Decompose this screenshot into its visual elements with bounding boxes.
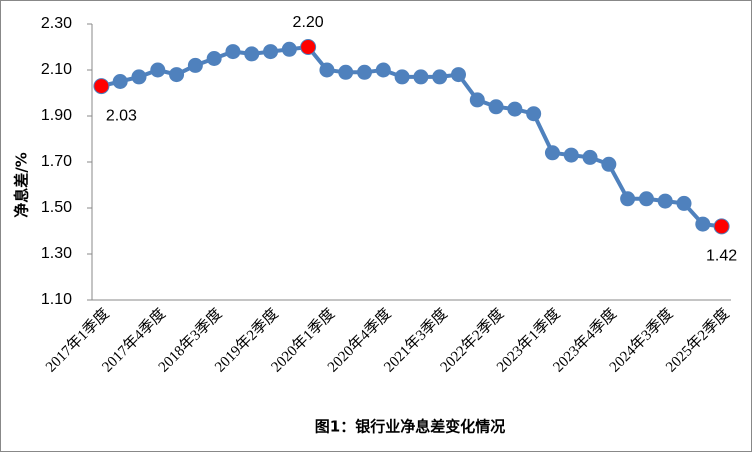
data-point <box>131 69 147 85</box>
data-point <box>300 39 317 55</box>
y-tick-label: 1.70 <box>41 153 72 170</box>
y-axis-label: 净息差/% <box>13 152 31 218</box>
data-point <box>676 195 692 211</box>
data-point <box>432 69 448 85</box>
data-label: 2.03 <box>106 107 137 124</box>
data-point <box>488 99 504 115</box>
data-point <box>507 101 523 117</box>
data-point <box>695 216 711 232</box>
y-tick-label: 1.50 <box>41 199 72 216</box>
data-point <box>582 149 598 165</box>
data-point <box>281 41 297 57</box>
y-tick-label: 1.90 <box>41 107 72 124</box>
data-point <box>413 69 429 85</box>
data-point <box>394 69 410 85</box>
y-tick-label: 1.10 <box>41 291 72 308</box>
data-point <box>526 106 542 122</box>
data-point <box>319 62 335 78</box>
data-point <box>450 67 466 83</box>
data-point <box>657 193 673 209</box>
y-tick-label: 1.30 <box>41 245 72 262</box>
data-point <box>338 64 354 80</box>
data-label: 2.20 <box>293 14 324 31</box>
data-point <box>544 145 560 161</box>
data-point <box>357 64 373 80</box>
data-point <box>150 62 166 78</box>
data-point <box>187 57 203 73</box>
data-label: 1.42 <box>706 248 737 265</box>
chart-title: 图1：银行业净息差变化情况 <box>315 418 505 436</box>
data-point <box>244 46 260 62</box>
data-point <box>93 78 110 95</box>
data-point <box>638 191 654 207</box>
data-point <box>601 156 617 172</box>
series-line <box>100 44 722 229</box>
data-point <box>206 51 222 66</box>
data-point <box>263 44 279 60</box>
data-point <box>563 147 579 163</box>
data-point <box>169 67 185 83</box>
data-point <box>469 92 485 108</box>
data-point <box>375 62 391 78</box>
data-point <box>112 74 128 89</box>
y-tick-label: 2.30 <box>41 15 72 32</box>
data-point <box>620 191 636 207</box>
data-point <box>713 218 730 235</box>
data-point <box>225 44 241 60</box>
y-tick-label: 2.10 <box>41 61 72 78</box>
